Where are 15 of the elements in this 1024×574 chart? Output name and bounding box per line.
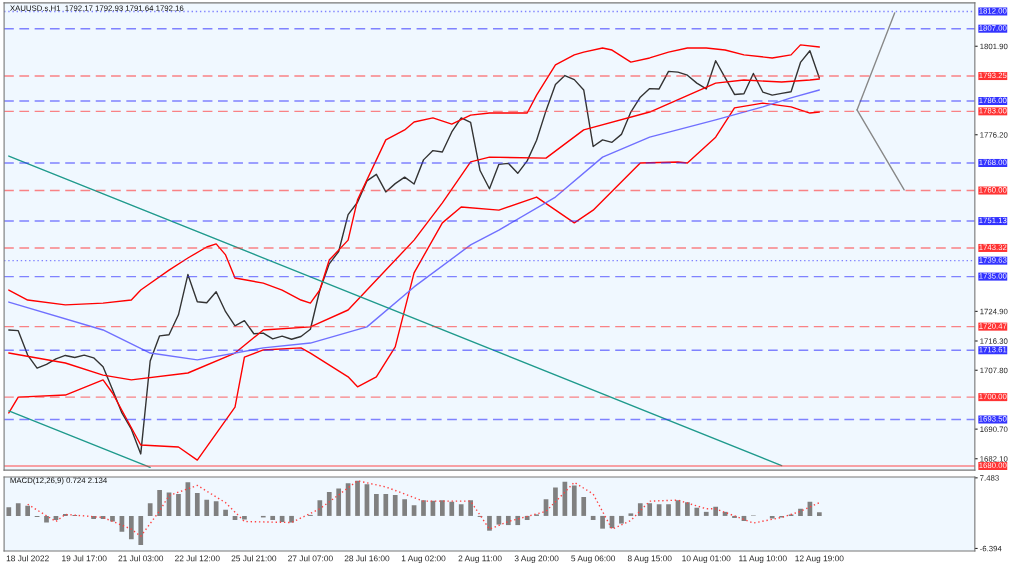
x-tick-label: 2 Aug 11:00 xyxy=(458,555,502,563)
x-tick-label: 22 Jul 12:00 xyxy=(175,555,220,562)
x-tick-label: 21 Jul 03:00 xyxy=(118,555,164,562)
x-tick-label: 27 Jul 07:00 xyxy=(288,555,333,562)
x-tick-label: 10 Aug 01:00 xyxy=(682,555,731,563)
x-tick-label: 3 Aug 20:00 xyxy=(514,555,559,563)
x-tick-label: 11 Aug 10:00 xyxy=(739,555,787,563)
x-tick-label: 12 Aug 19:00 xyxy=(795,555,844,563)
x-tick-label: 25 Jul 21:00 xyxy=(231,555,277,562)
x-tick-label: 5 Aug 06:00 xyxy=(571,555,616,563)
x-tick-label: 19 Jul 17:00 xyxy=(62,555,107,562)
x-tick-label: 8 Aug 15:00 xyxy=(627,555,672,563)
x-tick-label: 18 Jul 2022 xyxy=(6,555,49,562)
x-tick-label: 28 Jul 16:00 xyxy=(344,555,390,562)
x-tick-label: 1 Aug 02:00 xyxy=(401,555,446,563)
